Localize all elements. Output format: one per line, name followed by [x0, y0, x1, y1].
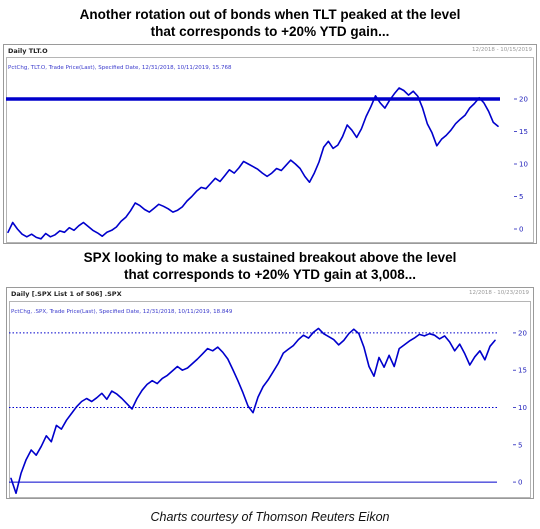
spx-ytick-label: 20: [518, 329, 527, 337]
tlt-legend: PctChg, TLT.O, Trade Price(Last), Specif…: [8, 65, 232, 71]
tlt-line-chart: 0 5 10 15 20: [6, 87, 528, 240]
spx-ytick-label: 5: [518, 441, 522, 449]
tlt-plot-frame: [6, 57, 534, 243]
spx-heading-line-2: that corresponds to +20% YTD gain at 3,0…: [124, 267, 416, 282]
tlt-ytick-label: 15: [519, 128, 528, 136]
spx-series-line: [10, 327, 496, 495]
tlt-series-line: [7, 87, 499, 240]
tlt-panel-title: Daily TLT.O: [8, 47, 48, 55]
tlt-panel-date-range: 12/2018 - 10/15/2019: [471, 47, 532, 53]
tlt-ytick-label: 20: [519, 96, 528, 104]
spx-plot-frame: [9, 301, 531, 498]
chart-credit-caption: Charts courtesy of Thomson Reuters Eikon: [150, 510, 390, 524]
tlt-ytick-label: 10: [519, 161, 528, 169]
tlt-ytick-label: 5: [519, 193, 523, 201]
tlt-heading-line-2: that corresponds to +20% YTD gain...: [150, 24, 390, 39]
tlt-chart-panel: Daily TLT.O 12/2018 - 10/15/2019 PctChg,…: [3, 44, 537, 244]
tlt-ytick-label: 0: [519, 226, 523, 234]
spx-chart-panel: Daily [.SPX List 1 of 506] .SPX 12/2018 …: [6, 287, 534, 499]
spx-ytick-label: 15: [518, 367, 527, 375]
spx-panel-title: Daily [.SPX List 1 of 506] .SPX: [11, 290, 122, 298]
spx-heading-line-1: SPX looking to make a sustained breakout…: [83, 250, 457, 265]
tlt-heading: Another rotation out of bonds when TLT p…: [0, 6, 540, 40]
tlt-heading-line-1: Another rotation out of bonds when TLT p…: [79, 7, 461, 22]
spx-heading: SPX looking to make a sustained breakout…: [0, 249, 540, 283]
spx-panel-date-range: 12/2018 - 10/23/2019: [468, 290, 529, 296]
spx-ytick-label: 10: [518, 404, 527, 412]
spx-line-chart: 0 5 10 15 20: [9, 327, 527, 495]
spx-legend: PctChg, .SPX, Trade Price(Last), Specifi…: [11, 309, 233, 315]
spx-ytick-label: 0: [518, 479, 522, 487]
